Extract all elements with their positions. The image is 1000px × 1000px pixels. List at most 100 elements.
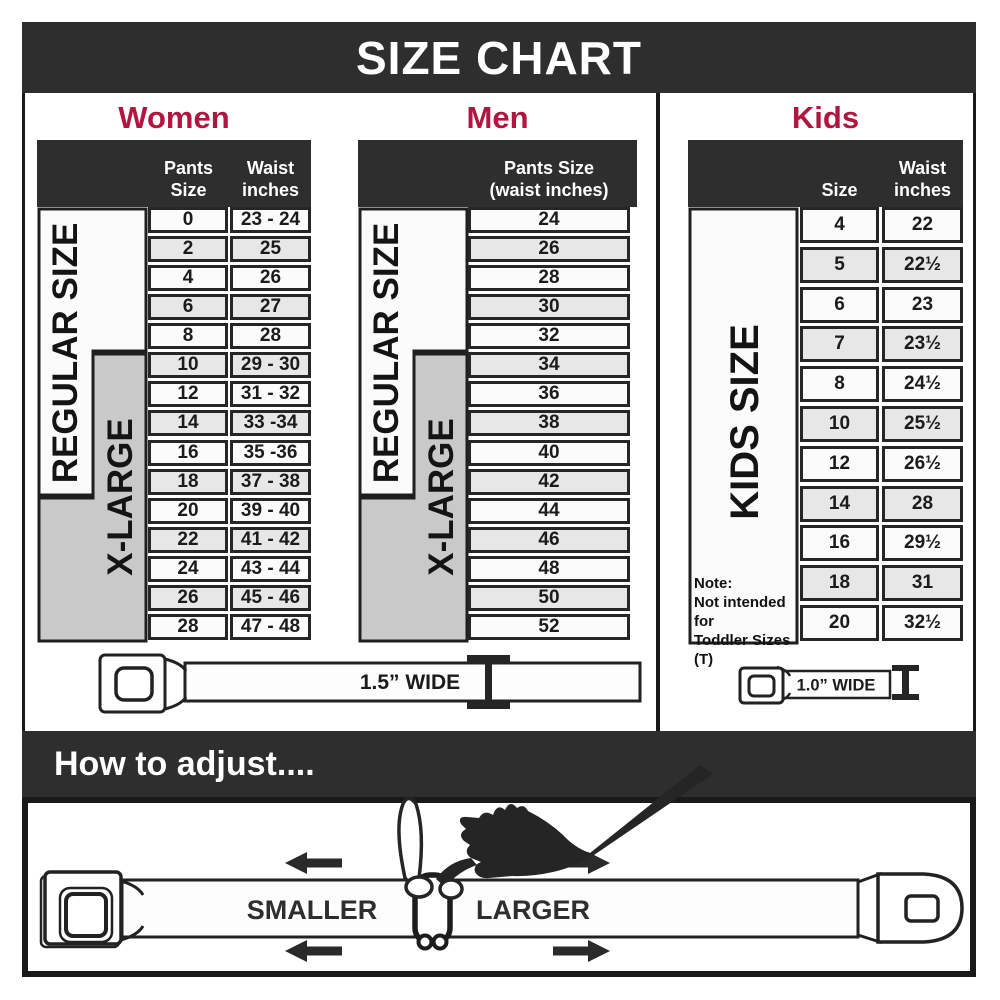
pants-size-cell: 50: [468, 585, 630, 611]
waist-cell: 41 - 42: [230, 527, 311, 553]
pants-size-cell: 8: [148, 323, 228, 349]
pants-size-cell: 44: [468, 498, 630, 524]
kids-buckle-window: [747, 674, 776, 698]
women-xlarge-label: X-LARGE: [101, 418, 140, 576]
men-table-header: Pants Size (waist inches): [358, 140, 637, 207]
pants-size-cell: 26: [468, 236, 630, 262]
men-heading: Men: [466, 100, 529, 135]
size-cell: 10: [800, 406, 879, 442]
size-cell: 18: [800, 565, 879, 601]
women-waist-header: Waist inches: [241, 158, 300, 200]
size-cell: 16: [800, 525, 879, 561]
pants-size-cell: 24: [148, 556, 228, 582]
belt-tip-icon: [856, 871, 964, 945]
larger-label: LARGER: [476, 895, 590, 925]
pants-size-cell: 32: [468, 323, 630, 349]
kids-note: Note: Not intended for Toddler Sizes (T): [694, 575, 791, 668]
pants-size-cell: 14: [148, 410, 228, 436]
women-size-labels: REGULAR SIZE X-LARGE: [37, 207, 148, 643]
pants-size-cell: 16: [148, 440, 228, 466]
kids-heading: Kids: [791, 100, 860, 135]
men-regular-size-box: [358, 207, 469, 497]
kids-width-marker-icon: [892, 665, 919, 700]
waist-cell: 25½: [882, 406, 963, 442]
adult-width-marker-icon: [467, 655, 510, 709]
waist-cell: 45 - 46: [230, 585, 311, 611]
size-cell: 12: [800, 446, 879, 482]
kids-belt-strap: [781, 669, 892, 700]
kids-table-header: Size Waist inches: [688, 140, 963, 207]
kids-belt-width-label: 1.0” WIDE: [797, 677, 876, 695]
women-xlarge-box: [37, 352, 148, 643]
pants-size-cell: 12: [148, 381, 228, 407]
size-cell: 6: [800, 287, 879, 323]
women-regular-size-box: [37, 207, 148, 497]
adjust-buckle-icon: [39, 870, 145, 949]
pants-size-cell: 4: [148, 265, 228, 291]
women-pants-size-header: Pants Size: [163, 158, 214, 200]
pants-size-cell: 28: [148, 614, 228, 640]
pants-size-cell: 30: [468, 294, 630, 320]
arrow-right-bottom-icon: [553, 940, 610, 962]
men-regular-size-label: REGULAR SIZE: [367, 223, 406, 484]
adult-belt-strap: [183, 661, 642, 703]
waist-cell: 29 - 30: [230, 352, 311, 378]
waist-cell: 22: [882, 207, 963, 243]
how-to-adjust-heading: How to adjust....: [54, 744, 315, 783]
how-to-adjust-bar: How to adjust....: [22, 731, 976, 797]
women-regular-size-label: REGULAR SIZE: [46, 223, 85, 484]
waist-cell: 31: [882, 565, 963, 601]
pants-size-cell: 46: [468, 527, 630, 553]
size-cell: 8: [800, 366, 879, 402]
kids-table-rows: 4 22 5 22½ 6 23 7 23½ 8 24½ 10 25½ 12 26½ 14 28 16 29½ 18 3…: [800, 207, 963, 645]
pants-size-cell: 52: [468, 614, 630, 640]
waist-cell: 39 - 40: [230, 498, 311, 524]
size-cell: 7: [800, 326, 879, 362]
arrow-left-bottom-icon: [285, 940, 342, 962]
arrow-left-top-icon: [285, 852, 342, 874]
frame-right-border: [973, 93, 976, 731]
waist-cell: 47 - 48: [230, 614, 311, 640]
kids-belt-illustration: 1.0” WIDE: [738, 665, 919, 705]
pants-size-cell: 22: [148, 527, 228, 553]
pants-size-cell: 34: [468, 352, 630, 378]
pants-size-cell: 18: [148, 469, 228, 495]
waist-cell: 24½: [882, 366, 963, 402]
pants-size-cell: 42: [468, 469, 630, 495]
adult-buckle-connector: [164, 657, 188, 711]
pants-size-cell: 20: [148, 498, 228, 524]
kids-size-box: [688, 207, 799, 645]
men-xlarge-label: X-LARGE: [422, 418, 461, 576]
size-cell: 14: [800, 486, 879, 522]
smaller-label: SMALLER: [247, 895, 378, 925]
waist-cell: 27: [230, 294, 311, 320]
size-cell: 5: [800, 247, 879, 283]
waist-cell: 33 -34: [230, 410, 311, 436]
women-heading: Women: [118, 100, 230, 135]
page-title: SIZE CHART: [356, 31, 642, 84]
waist-cell: 23: [882, 287, 963, 323]
waist-cell: 25: [230, 236, 311, 262]
waist-cell: 43 - 44: [230, 556, 311, 582]
pants-size-cell: 0: [148, 207, 228, 233]
adult-belt-width-label: 1.5” WIDE: [360, 671, 460, 694]
pants-size-cell: 26: [148, 585, 228, 611]
waist-cell: 32½: [882, 605, 963, 641]
kids-size-header: Size: [821, 180, 858, 200]
pants-size-cell: 6: [148, 294, 228, 320]
men-xlarge-box: [358, 352, 469, 643]
title-bar: SIZE CHART: [22, 22, 976, 93]
waist-cell: 22½: [882, 247, 963, 283]
waist-cell: 28: [882, 486, 963, 522]
hand-icon: [397, 765, 713, 900]
waist-cell: 37 - 38: [230, 469, 311, 495]
men-size-labels: REGULAR SIZE X-LARGE: [358, 207, 469, 643]
size-cell: 20: [800, 605, 879, 641]
size-cell: 4: [800, 207, 879, 243]
adult-buckle-window: [114, 666, 154, 702]
waist-cell: 26: [230, 265, 311, 291]
men-table-rows: 24 26 28 30 32 34 36 38 40 42 44 46 48 50 52: [468, 207, 630, 643]
pants-size-cell: 38: [468, 410, 630, 436]
waist-cell: 31 - 32: [230, 381, 311, 407]
